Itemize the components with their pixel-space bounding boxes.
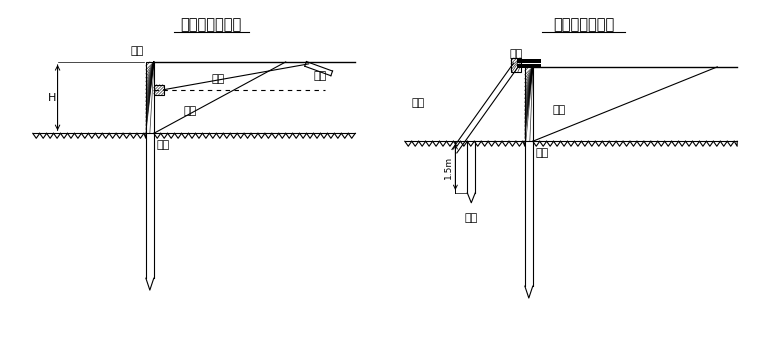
Text: 锚桩: 锚桩 — [314, 71, 327, 81]
Text: 拉杆: 拉杆 — [211, 74, 225, 84]
Text: 挡板: 挡板 — [536, 148, 549, 158]
Text: 斜撑: 斜撑 — [411, 98, 425, 108]
Text: 挡板: 挡板 — [157, 140, 170, 150]
Bar — [517, 64, 540, 68]
Text: 填土: 填土 — [553, 105, 566, 114]
Text: 锚固支撑示意图: 锚固支撑示意图 — [181, 17, 242, 32]
Bar — [517, 59, 540, 63]
Text: 斜柱支撑示意图: 斜柱支撑示意图 — [553, 17, 614, 32]
Text: 填土: 填土 — [184, 106, 197, 117]
Text: H: H — [47, 93, 55, 102]
Text: 1.5m: 1.5m — [445, 155, 454, 179]
Text: 桩柱: 桩柱 — [131, 46, 144, 56]
Text: 桩柱: 桩柱 — [510, 49, 523, 59]
Text: 撑桩: 撑桩 — [464, 213, 478, 223]
